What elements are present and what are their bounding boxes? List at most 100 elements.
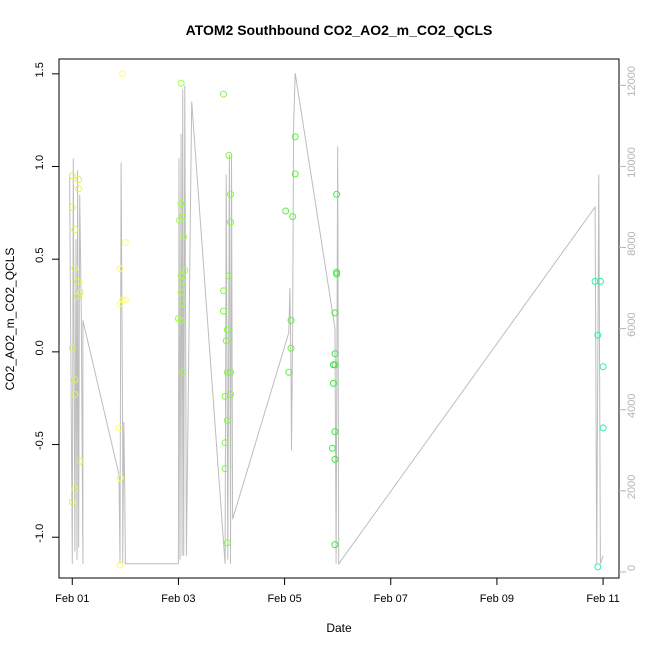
data-point: [599, 363, 607, 371]
data-point: [331, 309, 339, 317]
data-point: [74, 277, 82, 285]
data-point: [71, 265, 79, 272]
y2-tick-label: 12000: [626, 66, 638, 97]
data-point: [329, 379, 337, 387]
y-axis-label: CO2_AO2_m_CO2_QCLS: [3, 248, 17, 391]
data-point: [291, 170, 299, 178]
data-point: [222, 337, 230, 345]
data-point: [116, 300, 124, 308]
data-point: [180, 233, 188, 241]
data-point: [119, 70, 127, 78]
y2-tick-label: 0: [626, 565, 638, 571]
y-tick-label: -0.5: [34, 431, 46, 450]
data-point: [333, 190, 341, 198]
data-point: [121, 239, 129, 246]
data-point: [68, 498, 76, 506]
data-point: [331, 541, 339, 549]
x-tick-label: Feb 01: [55, 593, 89, 605]
data-point: [594, 563, 602, 571]
data-point: [71, 485, 79, 493]
data-point: [221, 465, 229, 473]
data-point: [68, 344, 76, 352]
data-point: [177, 289, 185, 296]
data-point: [68, 203, 76, 211]
x-tick-label: Feb 11: [586, 593, 619, 605]
data-point: [177, 200, 185, 208]
scatter-points: [68, 70, 607, 571]
data-point: [285, 368, 293, 376]
data-point: [287, 316, 295, 324]
data-point: [331, 350, 339, 358]
x-tick-label: Feb 03: [161, 593, 195, 605]
data-point: [591, 277, 599, 285]
data-point: [179, 300, 187, 308]
data-point: [177, 316, 185, 324]
data-point: [177, 79, 185, 87]
data-point: [331, 455, 339, 463]
y2-axis: 0 2000 4000 6000 8000 10000 12000: [619, 66, 638, 573]
data-point: [75, 176, 83, 183]
data-point: [116, 265, 124, 272]
data-point: [115, 424, 123, 432]
data-point: [75, 185, 83, 193]
data-point: [287, 344, 295, 352]
data-point: [289, 213, 297, 221]
data-point: [71, 376, 79, 384]
y-tick-label: 0.0: [34, 340, 46, 355]
data-point: [291, 133, 299, 141]
x-tick-label: Feb 05: [267, 593, 301, 605]
chart-title: ATOM2 Southbound CO2_AO2_m_CO2_QCLS: [186, 22, 493, 38]
data-point: [225, 151, 233, 159]
data-point: [223, 539, 231, 547]
data-point: [179, 277, 187, 285]
data-point: [223, 416, 231, 424]
data-point: [227, 190, 234, 198]
data-point: [227, 368, 234, 376]
x-tick-label: Feb 09: [480, 593, 514, 605]
x-axis-label: Date: [326, 621, 352, 635]
data-point: [71, 226, 79, 233]
y-tick-label: 1.0: [34, 155, 46, 170]
data-point: [220, 307, 227, 315]
y2-tick-label: 4000: [626, 393, 638, 417]
data-point: [71, 391, 79, 398]
y-tick-label: -1.0: [34, 524, 46, 543]
data-point: [223, 326, 231, 334]
data-point: [76, 289, 84, 296]
data-point: [282, 207, 290, 215]
data-point: [179, 368, 187, 376]
data-point: [220, 90, 227, 98]
data-point: [594, 331, 602, 339]
y2-tick-label: 8000: [626, 231, 638, 255]
data-point: [223, 368, 231, 376]
y2-tick-label: 6000: [626, 312, 638, 336]
y-tick-label: 1.5: [34, 62, 46, 77]
data-point: [116, 561, 124, 569]
data-point: [599, 424, 607, 432]
data-point: [116, 474, 124, 482]
data-point: [331, 428, 339, 436]
x-tick-label: Feb 07: [374, 593, 408, 605]
data-point: [227, 218, 234, 226]
y2-tick-label: 10000: [626, 147, 638, 178]
data-point: [176, 216, 183, 224]
data-point: [225, 272, 233, 280]
data-point: [121, 296, 129, 304]
y2-tick-label: 2000: [626, 475, 638, 499]
data-point: [596, 277, 604, 285]
x-axis: Feb 01 Feb 03 Feb 05 Feb 07 Feb 09 Feb 11: [55, 577, 620, 605]
data-point: [221, 392, 229, 400]
data-point: [181, 266, 189, 274]
data-point: [76, 457, 84, 465]
data-point: [328, 444, 336, 452]
y-axis: -1.0 -0.5 0.0 0.5 1.0 1.5: [34, 62, 59, 543]
y-tick-label: 0.5: [34, 248, 46, 263]
data-point: [68, 172, 76, 180]
data-point: [333, 270, 341, 278]
data-point: [331, 361, 339, 369]
data-point: [221, 439, 229, 447]
data-point: [220, 287, 227, 295]
